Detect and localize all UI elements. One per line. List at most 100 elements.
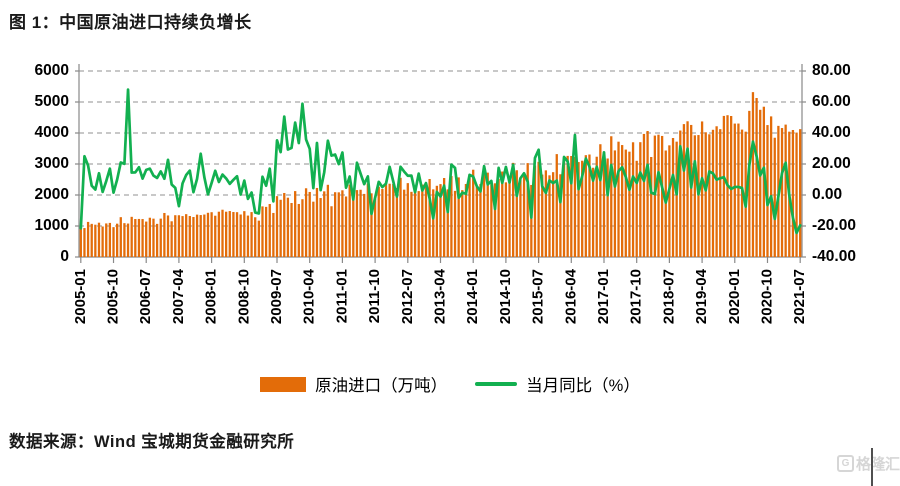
import-bar	[799, 129, 802, 257]
import-bar	[333, 192, 337, 257]
import-bar	[526, 163, 529, 257]
left-axis-label: 0	[60, 248, 69, 265]
right-axis-label: -20.00	[812, 217, 856, 234]
right-axis-label: 80.00	[812, 62, 851, 79]
import-bar	[791, 129, 795, 257]
import-bar	[359, 189, 362, 257]
x-tick-label: 2011-10	[366, 269, 383, 323]
x-tick-label: 2006-07	[137, 269, 154, 324]
import-bar	[468, 173, 471, 257]
import-bar	[417, 191, 420, 257]
import-bar	[461, 190, 464, 257]
import-bar	[148, 217, 151, 257]
x-tick-label: 2007-04	[170, 268, 187, 324]
import-bar	[504, 182, 508, 257]
import-bar	[145, 221, 148, 257]
left-axis-label: 1000	[35, 217, 69, 234]
import-bar	[214, 215, 217, 257]
import-bar	[795, 132, 798, 257]
import-bar	[155, 223, 159, 257]
import-bar	[512, 162, 515, 257]
import-bar	[628, 151, 631, 257]
import-bar	[522, 173, 526, 257]
import-bar	[562, 158, 566, 257]
import-bar	[457, 177, 460, 257]
right-axis-label: 0.00	[812, 186, 842, 203]
import-bar	[700, 121, 704, 257]
import-bar	[413, 192, 417, 257]
import-bar	[650, 156, 653, 257]
import-bar	[355, 190, 359, 257]
import-bar	[595, 156, 598, 257]
import-bar	[624, 149, 627, 257]
import-bar	[323, 191, 326, 257]
x-tick-label: 2010-04	[301, 268, 318, 324]
import-bar	[105, 223, 108, 257]
import-bar	[599, 144, 602, 257]
import-bar	[373, 199, 377, 257]
import-bar	[392, 183, 395, 257]
import-bar	[366, 183, 369, 257]
import-bar	[188, 216, 191, 257]
import-bar	[479, 184, 482, 257]
left-axis-label: 6000	[35, 62, 69, 79]
import-bar	[653, 135, 657, 257]
import-bar	[243, 211, 246, 257]
legend-label-yoy: 当月同比（%）	[526, 377, 640, 395]
import-bar	[573, 157, 577, 257]
import-bar	[588, 154, 591, 257]
import-bar	[635, 160, 638, 257]
import-bar	[453, 190, 457, 257]
import-bar	[755, 98, 758, 257]
import-bar	[115, 223, 119, 257]
import-bar	[759, 109, 762, 257]
import-bar	[326, 184, 330, 257]
import-bar	[555, 154, 558, 257]
import-bar	[482, 170, 486, 257]
import-bar	[704, 132, 707, 257]
x-tick-label: 2005-01	[72, 269, 89, 324]
import-bar	[708, 134, 711, 257]
import-bar	[159, 218, 162, 257]
import-bar	[686, 121, 689, 257]
import-bar	[86, 221, 90, 257]
import-bar	[690, 124, 693, 257]
import-bar	[784, 124, 787, 257]
import-bar	[751, 92, 755, 257]
import-bar	[719, 129, 722, 257]
import-bar	[312, 201, 315, 257]
x-tick-label: 2017-01	[595, 269, 612, 324]
import-bar	[137, 218, 141, 257]
import-bar	[181, 216, 184, 257]
import-bar	[508, 178, 511, 257]
import-bar	[352, 192, 355, 257]
left-axis-label: 2000	[35, 186, 69, 203]
import-bar	[428, 179, 431, 257]
import-bar	[475, 185, 478, 257]
import-bar	[286, 197, 290, 257]
x-tick-label: 2013-04	[431, 268, 448, 324]
import-bar	[363, 193, 366, 257]
import-bar	[581, 160, 584, 257]
legend-item-imports: 原油进口（万吨）	[260, 372, 447, 396]
import-bar	[486, 172, 489, 257]
x-tick-label: 2015-07	[530, 269, 547, 324]
import-bar	[370, 193, 373, 257]
import-bar	[384, 184, 388, 257]
import-bar	[657, 134, 660, 257]
import-bar	[773, 137, 776, 257]
data-source-note: 数据来源：Wind 宝城期货金融研究所	[9, 433, 295, 451]
import-bar	[163, 212, 166, 257]
import-bar	[257, 220, 260, 257]
import-bar	[235, 212, 239, 257]
import-bar	[435, 185, 439, 257]
import-bar	[602, 151, 606, 257]
x-tick-label: 2009-07	[268, 269, 285, 324]
import-bar	[551, 172, 555, 257]
import-bar	[769, 116, 773, 257]
x-tick-label: 2020-01	[726, 269, 743, 324]
x-tick-label: 2008-10	[235, 269, 252, 324]
import-bar	[519, 177, 522, 257]
x-tick-label: 2014-01	[464, 269, 481, 324]
